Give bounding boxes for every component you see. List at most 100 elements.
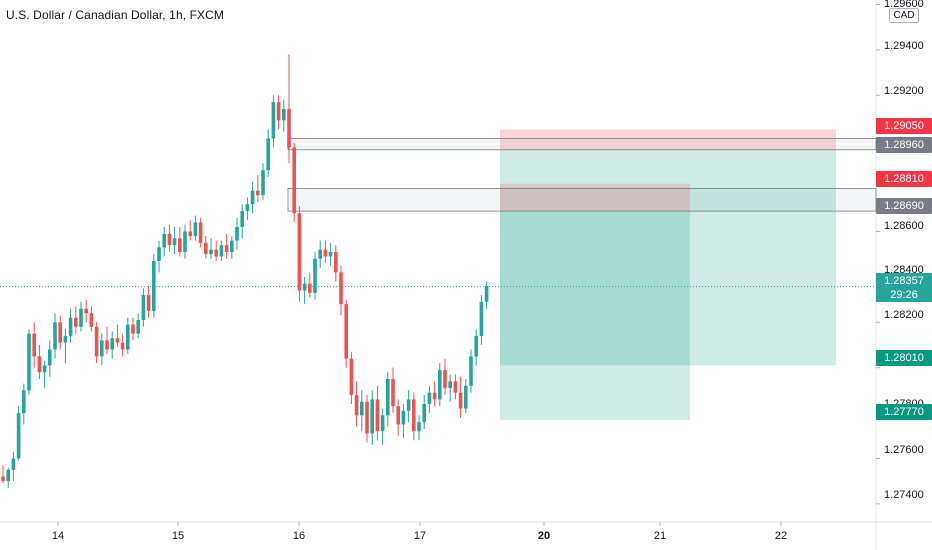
candle-body [240,211,244,227]
candle-body [27,333,31,391]
x-tick-label: 22 [774,530,788,542]
candle-body [354,394,359,416]
candle-body [32,333,36,357]
candle-body [432,392,437,400]
candle-body [318,249,322,259]
candle-body [162,233,166,248]
candle-body [58,322,62,343]
candle-body [370,399,374,434]
candle-body [224,245,229,252]
candle-body [37,356,42,373]
candle-body [302,283,307,291]
currency-badge[interactable]: CAD [889,8,919,23]
y-tick-label: 1.29600 [884,0,924,10]
candle-body [42,365,47,373]
price-tag-zone-upper: 1.28960 [876,137,932,153]
candle-body [74,317,78,327]
candle-body [266,138,270,171]
candle-body [219,245,224,257]
candle-body [53,322,57,350]
candle-body [172,238,177,246]
candle-body [365,401,369,434]
candle-body [89,313,94,327]
candle-body [406,399,411,411]
candle-body [458,392,463,409]
candle-body [126,324,130,350]
candle-body [183,231,187,252]
current-price-tag: 1.28357 [876,273,932,289]
candle-body [464,385,468,409]
candle-body [6,469,10,482]
candle-body [375,399,380,432]
candle-body [469,356,473,386]
bar-countdown: 29:26 [876,288,932,302]
candle-body [100,340,104,357]
candle-body [131,324,135,334]
price-tag-zone-lower: 1.28690 [876,198,932,214]
x-tick-label: 17 [413,530,427,542]
short-position-long-range-target-area [500,149,836,366]
candle-body [48,349,52,366]
candle-body [443,369,447,389]
candle-body [271,102,276,139]
x-tick-label: 20 [537,530,551,542]
candle-body [209,249,213,255]
candle-body [157,247,161,261]
candle-body [276,102,281,121]
candle-body [412,399,416,432]
price-tag-stop-upper: 1.29050 [876,118,932,134]
chart-title: U.S. Dollar / Canadian Dollar, 1h, FXCM [6,8,224,22]
candle-body [287,108,291,148]
price-tag-target-lower: 1.27770 [876,404,932,420]
candle-body [479,301,484,336]
candle-body [110,338,114,350]
candle-body [152,261,156,311]
candle-body [344,304,348,359]
x-tick-label: 16 [292,530,306,542]
candle-body [339,272,343,305]
candle-body [349,358,354,395]
x-tick-label: 21 [653,530,667,542]
y-tick-label: 1.27600 [884,444,924,456]
candle-body [484,285,489,302]
candle-body [193,222,198,237]
candle-body [256,190,260,196]
candle-body [282,108,286,121]
candle-body [448,381,452,389]
candle-body [396,406,400,425]
price-tag-target-upper: 1.28010 [876,350,932,366]
candle-body [136,320,140,334]
candle-body [214,249,218,257]
resistance-zone-upper [287,138,877,151]
candle-body [63,335,68,343]
candle-body [198,222,203,243]
candle-body [261,170,265,196]
candle-body [453,381,458,393]
candle-body [417,422,421,432]
candle-body [16,413,21,459]
candle-body [474,335,478,357]
candle-body [167,233,172,246]
candle-body [188,231,192,237]
candle-body [235,226,239,241]
candle-body [401,410,406,425]
candle-body [22,390,26,414]
candle-body [323,249,328,257]
candle-body [115,338,120,343]
candle-body [380,415,385,432]
candle-body [68,317,73,336]
candle-body [204,242,208,255]
candle-body [334,251,338,273]
candle-body [94,326,99,357]
short-position-long-range-stop-area [500,129,836,150]
candle-body [84,308,88,314]
y-tick-label: 1.29200 [884,85,924,97]
short-position-short-range-target-area [500,211,690,420]
y-tick-label: 1.27400 [884,489,924,501]
resistance-zone-lower [287,187,877,212]
candle-body [308,283,312,293]
candle-body [1,476,5,482]
candle-body [245,204,250,212]
